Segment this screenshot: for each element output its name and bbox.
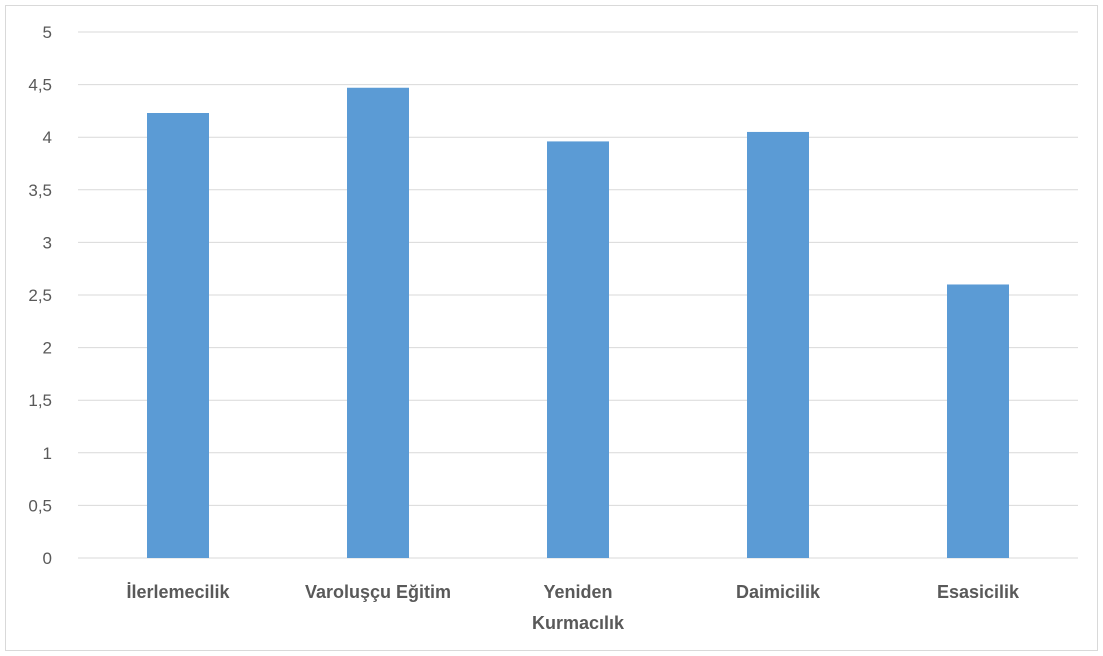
y-tick-label: 4 [43,128,52,147]
bar [147,113,209,558]
y-tick-label: 3 [43,233,52,252]
y-tick-label: 5 [43,23,52,42]
y-tick-label: 4,5 [28,76,52,95]
category-label: İlerlemecilik [126,582,230,602]
y-tick-label: 0,5 [28,496,52,515]
x-axis-category-labels: İlerlemecilik Varoluşçu Eğitim Yeniden Kurm… [126,582,1020,633]
y-tick-label: 3,5 [28,181,52,200]
y-tick-label: 2 [43,339,52,358]
bar [547,141,609,558]
y-tick-label: 0 [43,549,52,568]
bar [747,131,809,558]
y-axis-tick-labels: 0 0,5 1 1,5 2 2,5 3 3,5 4 4,5 5 [28,23,52,568]
y-tick-label: 2,5 [28,286,52,305]
category-label: Esasicilik [937,582,1020,602]
bar [947,284,1009,558]
y-tick-label: 1,5 [28,391,52,410]
category-label: Varoluşçu Eğitim [305,582,451,602]
category-label: Yeniden Kurmacılık [532,582,625,633]
bars [147,87,1009,559]
category-label: Daimicilik [736,582,821,602]
y-tick-label: 1 [43,444,52,463]
gridlines [78,31,1078,559]
bar [347,87,409,559]
